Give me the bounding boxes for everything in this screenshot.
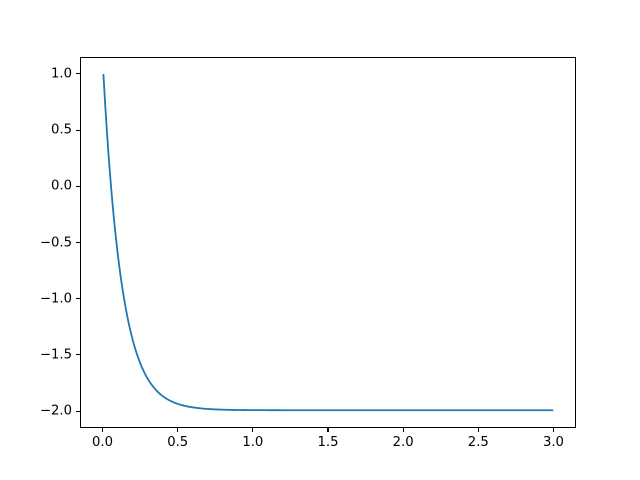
x-tick-mark bbox=[252, 428, 254, 432]
x-tick-label: 1.5 bbox=[317, 435, 339, 450]
y-tick-mark bbox=[76, 354, 80, 356]
y-tick-label: 0.5 bbox=[51, 122, 72, 138]
y-tick-label: −1.0 bbox=[39, 291, 72, 307]
y-tick-mark bbox=[76, 73, 80, 75]
x-tick-mark bbox=[177, 428, 179, 432]
y-tick-mark bbox=[76, 298, 80, 300]
y-tick-mark bbox=[76, 129, 80, 131]
y-tick-label: −2.0 bbox=[39, 403, 72, 419]
y-tick-label: −1.5 bbox=[39, 347, 72, 363]
y-tick-label: −0.5 bbox=[39, 234, 72, 250]
x-tick-label: 1.0 bbox=[242, 435, 264, 450]
x-tick-label: 2.0 bbox=[392, 435, 414, 450]
y-tick-mark bbox=[76, 241, 80, 244]
y-tick-mark bbox=[76, 410, 80, 412]
plot-axes bbox=[80, 57, 576, 428]
y-tick-label: 1.0 bbox=[51, 66, 72, 82]
x-tick-mark bbox=[552, 428, 554, 432]
x-tick-mark bbox=[101, 428, 104, 432]
y-tick-mark bbox=[76, 185, 80, 187]
x-tick-label: 2.5 bbox=[467, 435, 489, 450]
x-tick-mark bbox=[477, 428, 479, 432]
x-tick-mark bbox=[327, 428, 329, 432]
x-tick-label: 3.0 bbox=[542, 435, 564, 450]
x-tick-label: 0.0 bbox=[92, 435, 114, 450]
x-tick-label: 0.5 bbox=[167, 435, 189, 450]
x-tick-mark bbox=[402, 428, 404, 432]
data-line-svg bbox=[81, 58, 575, 427]
y-tick-label: 0.0 bbox=[51, 178, 72, 194]
data-series-line bbox=[103, 75, 552, 410]
